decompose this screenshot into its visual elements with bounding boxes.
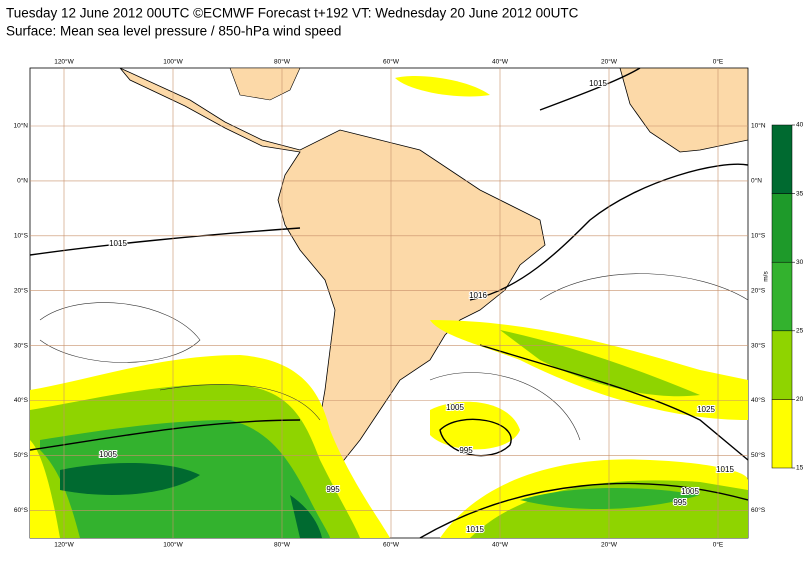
- isobar-label: 1015: [716, 465, 734, 474]
- lon-label: 120°W: [54, 58, 74, 66]
- lat-label: 10°S: [751, 232, 766, 240]
- lon-label: 20°W: [601, 541, 618, 549]
- land: [119, 68, 546, 477]
- lat-label: 60°S: [14, 506, 29, 514]
- isobar-label: 1015: [589, 79, 607, 88]
- colorbar-segment: [771, 399, 793, 469]
- isobars-thin: [39, 273, 748, 441]
- lat-label: 0°N: [751, 177, 762, 185]
- isobar-label: 1016: [469, 291, 487, 300]
- colorbar-tick-label: 15: [796, 465, 804, 472]
- isobar-label: 1005: [99, 450, 117, 459]
- graticule: [30, 68, 748, 538]
- lat-label: 20°S: [751, 286, 766, 294]
- colorbar-unit: m/s: [763, 271, 770, 282]
- isobar-label: 995: [673, 498, 687, 507]
- land: [229, 68, 301, 101]
- colorbar-tick-label: 30: [796, 259, 804, 266]
- lon-label: 100°W: [163, 58, 183, 66]
- colorbar-segment: [771, 124, 793, 194]
- lat-label: 30°S: [751, 341, 766, 349]
- isobar-label: 1025: [697, 405, 715, 414]
- lat-label: 30°S: [14, 341, 29, 349]
- isobar-label: 1005: [446, 403, 464, 412]
- lat-label: 40°S: [14, 396, 29, 404]
- lat-label: 10°S: [14, 232, 29, 240]
- colorbar-tick-label: 20: [796, 396, 804, 403]
- wind-30: [60, 463, 322, 538]
- colorbar: 15 20 25 30 35 40 m/s: [763, 122, 804, 472]
- title: Tuesday 12 June 2012 00UTC ©ECMWF Foreca…: [6, 6, 579, 21]
- lon-label: 80°W: [274, 58, 291, 66]
- colorbar-tick-label: 40: [796, 122, 804, 129]
- isobar-label: 1005: [681, 487, 699, 496]
- isobar-label: 995: [459, 446, 473, 455]
- lon-label: 40°W: [492, 58, 509, 66]
- lon-label: 80°W: [274, 541, 291, 549]
- lon-label: 100°W: [163, 541, 183, 549]
- lon-label: 20°W: [601, 58, 618, 66]
- map-labels: 120°W 120°W 100°W 100°W 80°W 80°W 60°W 60°W 40°W…: [13, 58, 765, 549]
- colorbar-segment: [771, 193, 793, 263]
- isobar-label: 1015: [109, 239, 127, 248]
- colorbar-segment: [771, 330, 793, 400]
- subtitle: Surface: Mean sea level pressure / 850-h…: [6, 24, 341, 39]
- lat-label: 40°S: [751, 396, 766, 404]
- lat-label: 50°S: [14, 451, 29, 459]
- lon-label: 120°W: [54, 541, 74, 549]
- lat-label: 60°S: [751, 506, 766, 514]
- lat-label: 50°S: [751, 451, 766, 459]
- land: [619, 68, 748, 153]
- lat-label: 20°S: [14, 286, 29, 294]
- lon-label: 0°E: [713, 58, 724, 66]
- isobar-label: 1015: [466, 525, 484, 534]
- lat-label: 10°N: [13, 122, 28, 130]
- lon-label: 40°W: [492, 541, 509, 549]
- isobars: [30, 68, 748, 538]
- lon-label: 0°E: [713, 541, 724, 549]
- lat-label: 0°N: [17, 177, 28, 185]
- colorbar-segment: [771, 261, 793, 332]
- lat-label: 10°N: [751, 122, 766, 130]
- colorbar-tick-label: 25: [796, 328, 804, 335]
- isobar-label: 995: [326, 485, 340, 494]
- lon-label: 60°W: [383, 541, 400, 549]
- map-panel: [29, 67, 749, 539]
- colorbar-tick-label: 35: [796, 190, 804, 197]
- lon-label: 60°W: [383, 58, 400, 66]
